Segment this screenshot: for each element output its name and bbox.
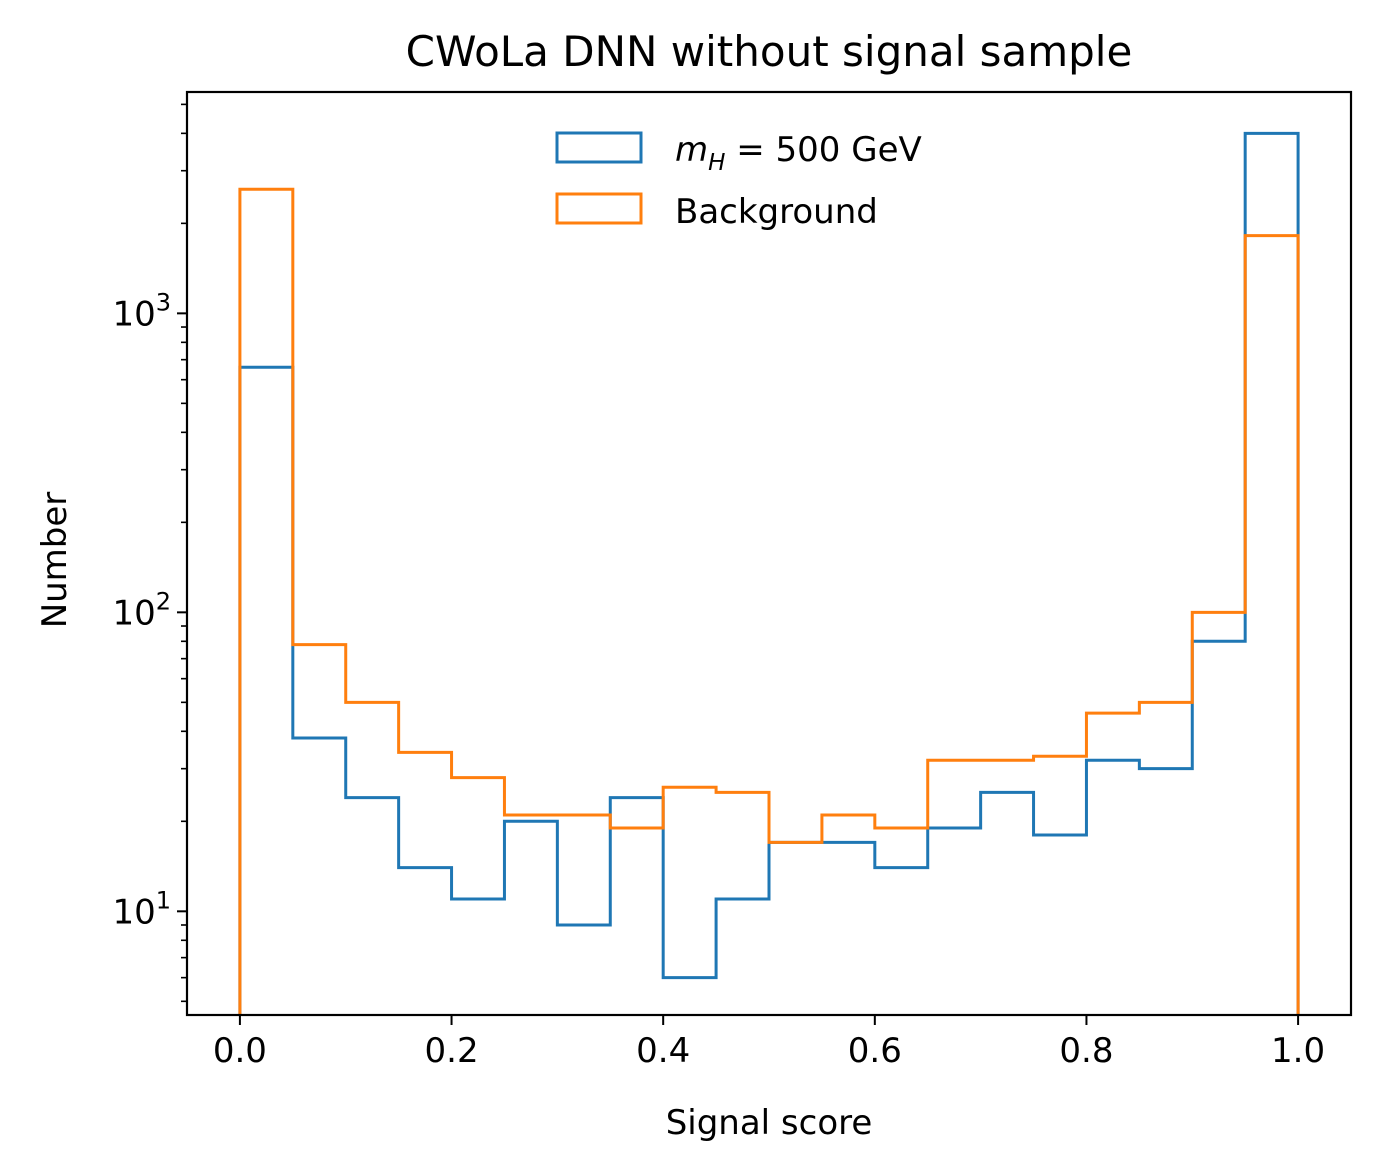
x-tick-label: 0.6	[848, 1031, 902, 1071]
signal-series-line	[238, 131, 1300, 1015]
y-tick-label: 101	[112, 886, 171, 932]
x-axis-label: Signal score	[666, 1103, 873, 1143]
legend-swatch-background	[555, 192, 643, 225]
legend-label-signal: mH = 500 GeV	[675, 130, 922, 176]
legend-label-background: Background	[675, 192, 878, 232]
x-tick-label: 0.4	[636, 1031, 690, 1071]
x-tick-label: 0.8	[1059, 1031, 1113, 1071]
legend-swatch-signal	[555, 131, 643, 164]
y-axis: 101 102 103	[112, 103, 187, 1003]
y-tick-label: 103	[112, 288, 171, 334]
background-series-line	[238, 187, 1300, 1015]
axes-frame	[185, 90, 1353, 1017]
x-tick-label: 1.0	[1271, 1031, 1325, 1071]
y-tick-label: 102	[112, 587, 171, 633]
x-tick-label: 0.0	[213, 1031, 267, 1071]
y-axis-label: Number	[35, 492, 75, 629]
chart-title: CWoLa DNN without signal sample	[406, 27, 1133, 76]
plot-area	[238, 131, 1300, 1015]
x-tick-label: 0.2	[425, 1031, 479, 1071]
x-axis: 0.0 0.2 0.4 0.6 0.8 1.0	[213, 1015, 1325, 1071]
legend: mH = 500 GeV Background	[555, 130, 922, 232]
